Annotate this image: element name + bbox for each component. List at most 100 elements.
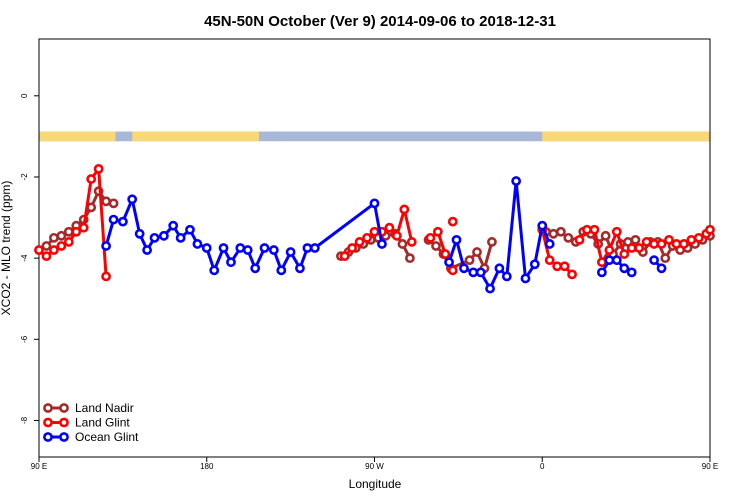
ocean-glint-point: [226, 257, 236, 268]
y-tick-label: -4: [20, 254, 29, 262]
y-tick-label: -6: [20, 335, 29, 343]
ocean-glint-point: [101, 241, 111, 251]
ocean-glint-point: [649, 255, 659, 266]
land-glint-point: [447, 216, 458, 227]
y-axis: 0 -2 -4 -6 -8: [20, 93, 39, 424]
ocean-glint-point: [611, 255, 622, 266]
land-nadir-point: [56, 230, 67, 241]
x-tick-label: 180: [200, 462, 214, 471]
ocean-glint-point: [537, 220, 548, 231]
land-glint-point: [56, 241, 67, 251]
land-glint-point: [432, 226, 443, 237]
chart-title: 45N-50N October (Ver 9) 2014-09-06 to 20…: [204, 13, 556, 30]
ocean-glint-point: [201, 243, 212, 253]
ocean-glint-point: [369, 198, 380, 209]
land-nadir-point: [555, 226, 566, 237]
land-nadir-point: [548, 228, 559, 239]
land-nadir-point: [101, 196, 111, 207]
ocean-glint-point: [175, 232, 186, 243]
ocean-glint-point: [209, 265, 220, 276]
x-axis: 90 E 180 90 W 0 90 E: [31, 457, 718, 471]
land-glint-point: [93, 163, 104, 174]
land-glint-point: [679, 239, 689, 249]
land-glint-point: [634, 243, 645, 253]
x-axis-label: Longitude: [349, 477, 402, 491]
ocean-glint-point: [604, 255, 615, 266]
legend-label-land-nadir: Land Nadir: [75, 401, 134, 415]
land-glint-point: [384, 222, 395, 233]
ocean-glint-point: [494, 263, 505, 274]
land-glint-point: [391, 230, 402, 241]
land-glint-point: [362, 232, 372, 243]
legend-marker-land-nadir: [43, 403, 53, 413]
land-glint-point: [705, 224, 715, 235]
land-band-segment: [132, 131, 259, 142]
ocean-glint-point: [302, 243, 313, 253]
y-tick-label: -2: [20, 173, 29, 181]
land-glint-point: [440, 249, 451, 259]
ocean-glint-point: [158, 230, 169, 241]
ocean-glint-point: [511, 176, 522, 186]
x-tick-label: 90 W: [365, 462, 384, 471]
x-tick-label: 90 E: [702, 462, 718, 471]
ocean-glint-point: [544, 239, 555, 249]
land-nadir-point: [405, 253, 415, 264]
ocean-glint-point: [134, 228, 145, 239]
ocean-glint-point: [444, 257, 454, 268]
legend-marker-ocean-glint: [43, 432, 53, 442]
ocean-glint-point: [285, 247, 296, 257]
ocean-glint-point: [529, 259, 540, 270]
land-nadir-point: [49, 232, 59, 243]
land-glint-point: [582, 224, 592, 235]
land-nadir-point: [563, 232, 574, 243]
land-nadir-point: [63, 226, 74, 237]
ocean-glint-point: [185, 224, 195, 235]
land-nadir-point: [464, 255, 475, 266]
ocean-glint-point: [276, 265, 287, 276]
ocean-glint-point: [485, 283, 495, 294]
land-glint-point: [406, 237, 417, 247]
ocean-glint-point: [295, 263, 305, 274]
ocean-glint-point: [377, 239, 387, 249]
land-glint-point: [671, 239, 682, 249]
ocean-glint-point: [117, 216, 128, 227]
legend-marker-land-glint: [59, 417, 69, 428]
ocean-glint-point: [268, 245, 279, 255]
land-glint-point: [41, 251, 52, 262]
land-nadir-point: [630, 234, 641, 245]
legend-label-ocean-glint: Ocean Glint: [75, 430, 139, 444]
land-glint-point: [78, 222, 89, 233]
ocean-glint-point: [451, 234, 462, 245]
land-nadir-point: [431, 241, 441, 251]
land-nadir-point: [472, 247, 482, 257]
landmask-band: [39, 131, 710, 142]
land-glint-point: [425, 232, 436, 243]
legend-marker-land-glint: [43, 417, 53, 428]
land-nadir-point: [108, 198, 119, 209]
land-glint-point: [686, 234, 697, 245]
ocean-band: [39, 131, 710, 142]
land-glint-point: [626, 243, 637, 253]
ocean-glint-point: [468, 267, 479, 278]
land-glint-point: [664, 234, 674, 245]
ocean-glint-point: [142, 245, 153, 255]
land-glint-point: [611, 226, 622, 237]
land-glint-point: [604, 245, 615, 255]
land-band-segment: [542, 131, 710, 142]
ocean-glint-point: [127, 194, 138, 205]
y-tick-label: 0: [20, 93, 29, 98]
ocean-glint-point: [242, 245, 253, 255]
land-glint-point: [34, 245, 44, 255]
land-glint-point: [86, 174, 97, 184]
ocean-glint-point: [218, 243, 229, 253]
land-glint-point: [567, 269, 577, 280]
land-nadir-point: [600, 230, 611, 241]
ocean-glint-point: [459, 263, 469, 274]
land-nadir-point: [397, 239, 408, 249]
y-tick-label: -8: [20, 416, 29, 424]
land-glint-point: [347, 243, 358, 253]
legend-label-land-glint: Land Glint: [75, 416, 130, 430]
x-tick-label: 0: [540, 462, 545, 471]
